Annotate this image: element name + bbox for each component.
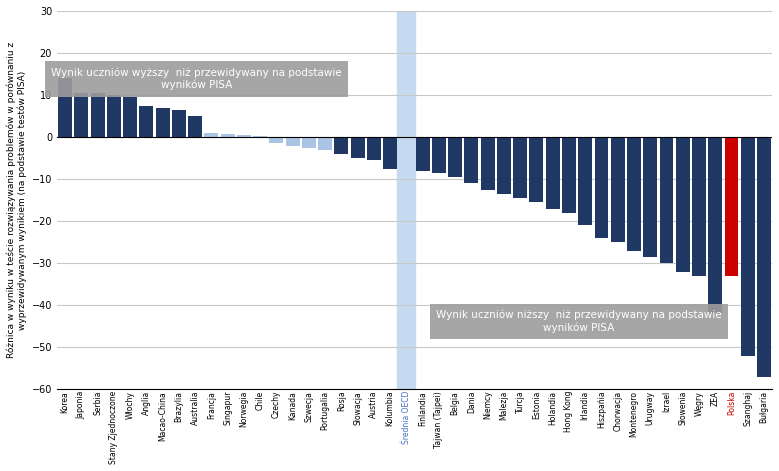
Bar [383,137,397,169]
Bar [156,108,170,137]
Bar [578,137,592,226]
Bar [351,137,365,158]
Bar [611,137,625,242]
Bar [172,110,185,137]
Bar [432,137,446,173]
Text: Wynik uczniów niższy  niż przewidywany na podstawie
wyników PISA: Wynik uczniów niższy niż przewidywany na… [436,310,722,333]
Bar [627,137,641,251]
Bar [302,137,315,147]
Bar [643,137,657,257]
Bar [253,136,267,137]
Bar [318,137,332,150]
Bar [204,133,218,137]
Bar [741,137,755,356]
Bar [660,137,673,263]
Bar [75,93,88,137]
Bar [513,137,527,198]
Bar [107,95,121,137]
Text: Wynik uczniów wyższy  niż przewidywany na podstawie
wyników PISA: Wynik uczniów wyższy niż przewidywany na… [51,68,342,90]
Bar [416,137,429,171]
Bar [237,135,251,137]
Bar [139,106,153,137]
Bar [675,137,689,272]
Bar [562,137,576,213]
Bar [497,137,511,194]
Bar [270,137,284,143]
Bar [123,97,137,137]
Bar [594,137,608,238]
Bar [334,137,348,154]
Bar [397,11,415,390]
Bar [757,137,771,377]
Bar [90,93,104,137]
Bar [692,137,706,276]
Bar [464,137,478,183]
Bar [58,78,72,137]
Y-axis label: Różnica w wyniku w teście rozwiązywania problemów w porównaniu z
wyprzewidywanym: Różnica w wyniku w teście rozwiązywania … [7,42,27,358]
Bar [724,137,738,276]
Bar [448,137,462,177]
Bar [220,134,234,137]
Bar [708,137,722,314]
Bar [286,137,300,146]
Bar [530,137,543,202]
Bar [481,137,495,190]
Bar [367,137,381,160]
Bar [546,137,559,209]
Bar [189,116,202,137]
